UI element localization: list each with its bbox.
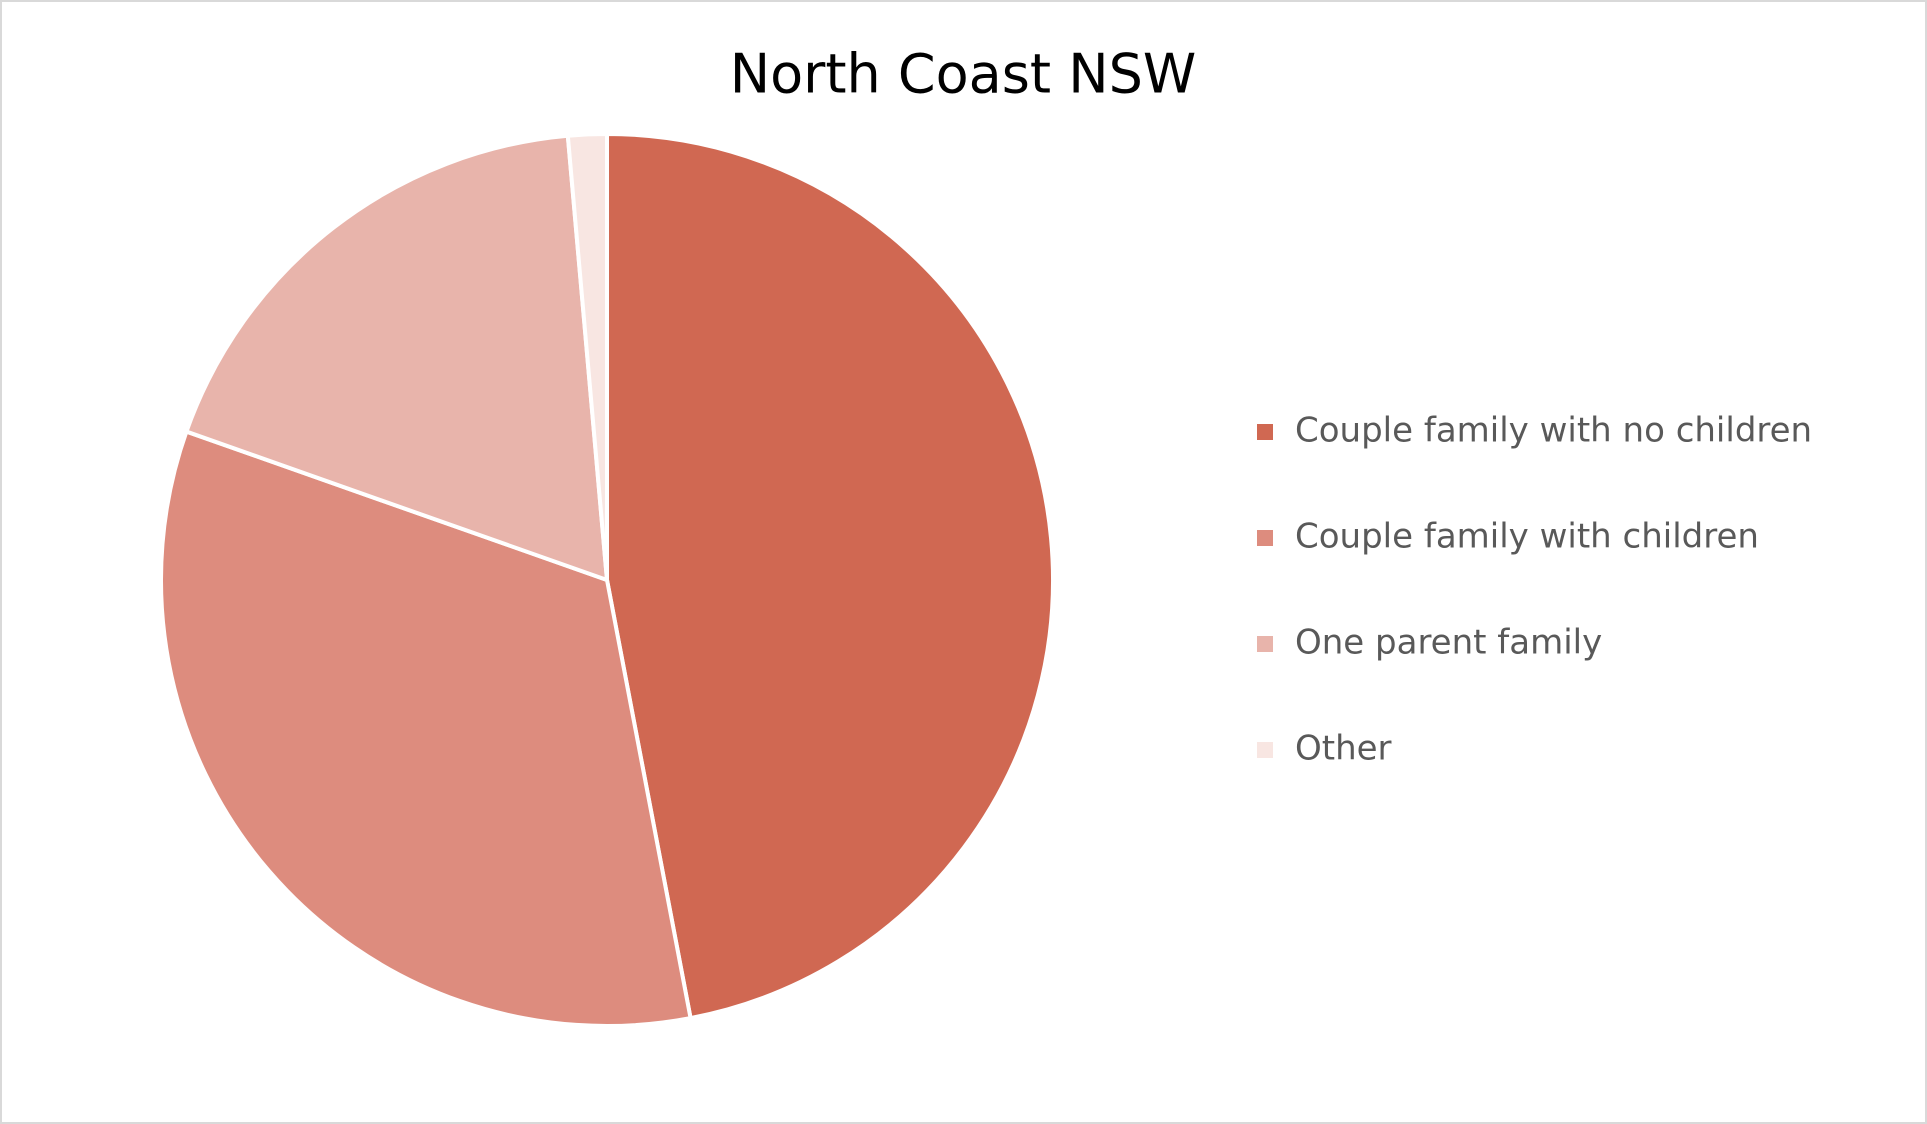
pie-slice — [184, 133, 609, 582]
legend-swatch — [1257, 636, 1273, 652]
pie-slice — [605, 132, 1055, 1021]
legend-label: One parent family — [1295, 623, 1602, 663]
pie-slice — [565, 132, 609, 582]
legend-swatch — [1257, 530, 1273, 546]
legend-swatch — [1257, 424, 1273, 440]
legend-label: Other — [1295, 729, 1392, 769]
chart-title: North Coast NSW — [730, 43, 1197, 106]
pie-slice — [159, 429, 693, 1028]
legend-label: Couple family with no children — [1295, 411, 1812, 451]
legend-label: Couple family with children — [1295, 517, 1759, 557]
legend-swatch — [1257, 742, 1273, 758]
